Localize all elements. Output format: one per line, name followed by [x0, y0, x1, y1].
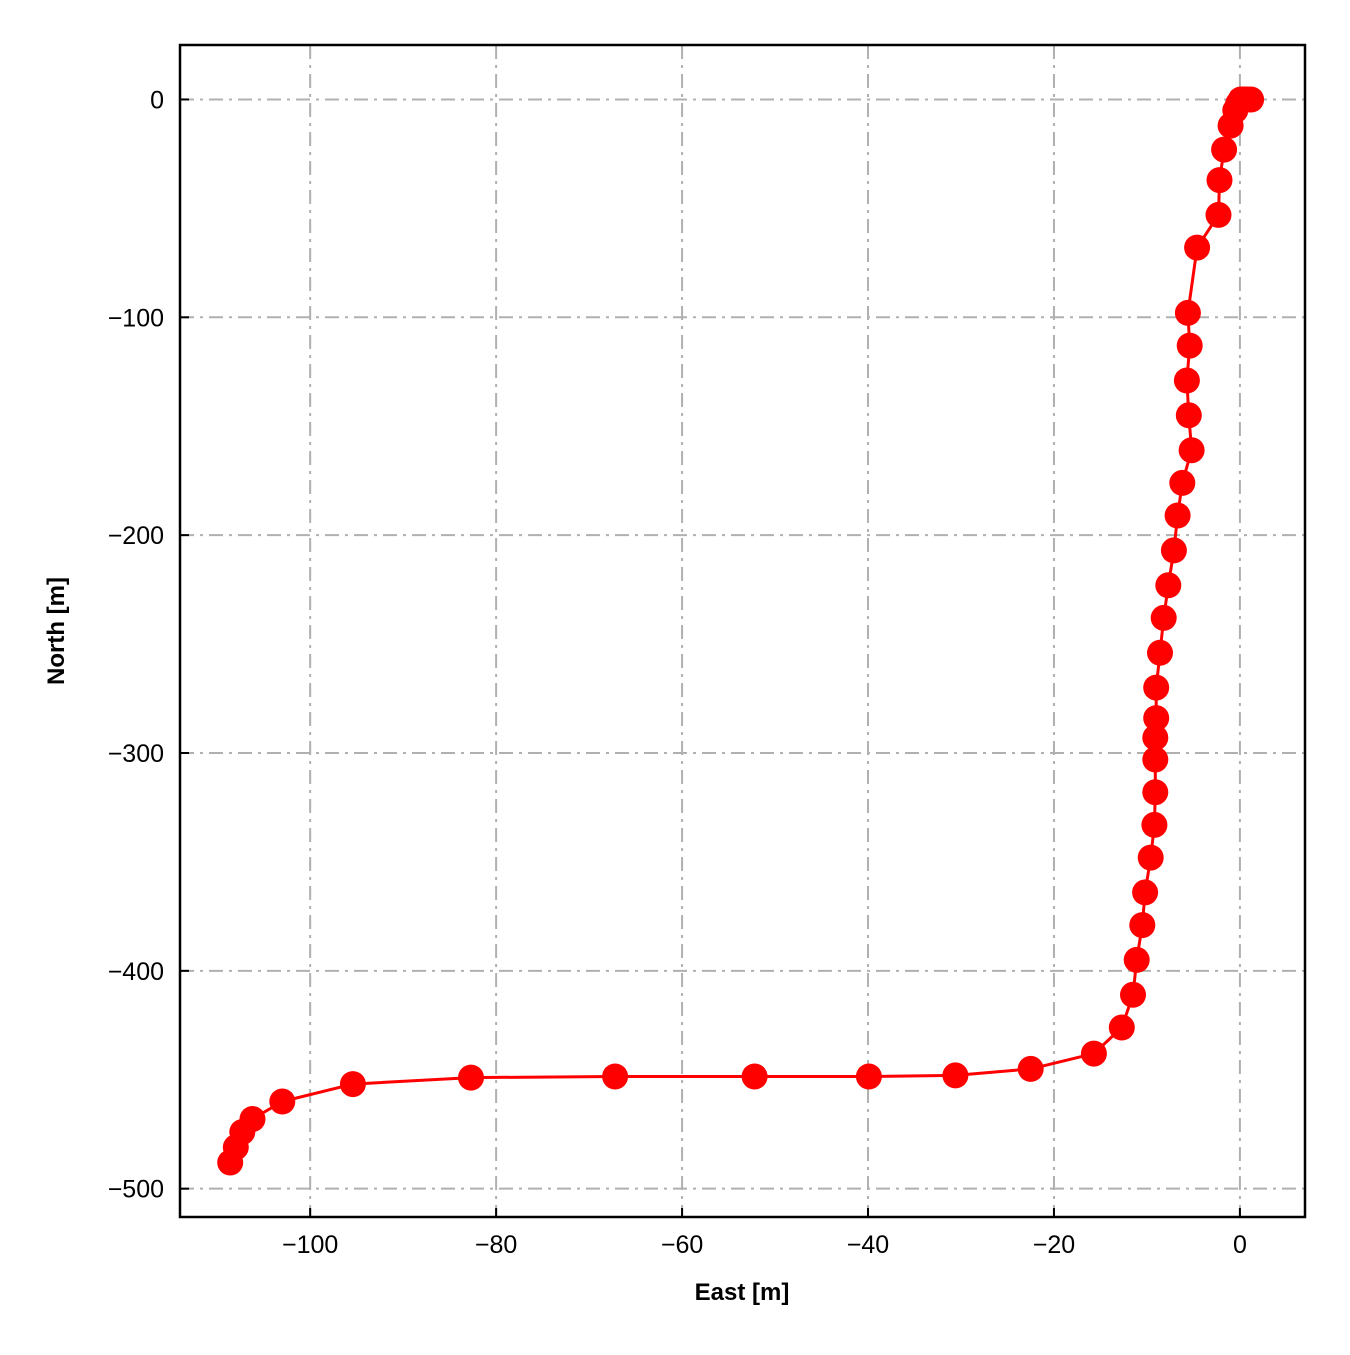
y-tick-label: −100: [108, 304, 164, 332]
trajectory-point: [217, 1149, 244, 1176]
trajectory-point: [1147, 639, 1173, 666]
trajectory-point: [458, 1064, 484, 1091]
trajectory-point: [1178, 437, 1205, 464]
trajectory-point: [269, 1088, 296, 1115]
y-tick-label: −300: [108, 740, 164, 768]
trajectory-point: [1141, 811, 1168, 838]
trajectory-point: [1132, 879, 1159, 906]
x-tick-label: 0: [1233, 1231, 1247, 1259]
trajectory-point: [1184, 234, 1211, 261]
trajectory-point: [1217, 112, 1244, 139]
axis-ticks: −100 −80 −60 −40 −20 00−100−200−300−400−500: [108, 86, 1247, 1259]
trajectory-point: [1143, 674, 1170, 701]
x-tick-label: −80: [475, 1231, 517, 1259]
trajectory-point: [1137, 844, 1164, 871]
trajectory-point: [1129, 912, 1156, 939]
trajectory-point: [1164, 502, 1191, 529]
trajectory-point: [1205, 201, 1232, 228]
trajectory-point: [1176, 332, 1203, 359]
trajectory-point: [855, 1063, 882, 1090]
trajectory-point: [741, 1063, 768, 1090]
trajectory-point: [1160, 537, 1187, 564]
series: [217, 86, 1265, 1176]
trajectory-point: [1173, 367, 1200, 394]
x-axis-title: East [m]: [695, 1279, 790, 1306]
trajectory-point: [1174, 299, 1201, 326]
trajectory-point: [1155, 572, 1182, 599]
y-tick-label: 0: [150, 86, 164, 114]
y-tick-label: −200: [108, 522, 164, 550]
trajectory-point: [1108, 1014, 1135, 1041]
grid: [180, 45, 1305, 1217]
trajectory-point: [1017, 1055, 1044, 1082]
trajectory-point: [1143, 705, 1170, 732]
x-tick-label: −60: [661, 1231, 703, 1259]
trajectory-point: [1120, 981, 1146, 1008]
y-tick-label: −500: [108, 1176, 164, 1204]
trajectory-point: [942, 1062, 969, 1089]
trajectory-point: [1211, 136, 1238, 163]
x-tick-label: −20: [1033, 1231, 1075, 1259]
x-tick-label: −100: [282, 1231, 338, 1259]
trajectory-point: [1142, 779, 1169, 806]
trajectory-line: [228, 98, 1252, 1164]
trajectory-point: [1142, 724, 1169, 751]
trajectory-point: [1150, 604, 1177, 631]
plot-frame: [178, 43, 1307, 1219]
trajectory-point: [1175, 402, 1202, 429]
y-axis-title: North [m]: [43, 577, 70, 685]
x-tick-label: −40: [847, 1231, 889, 1259]
trajectory-point: [1142, 746, 1169, 773]
trajectory-point: [602, 1063, 629, 1090]
trajectory-point: [1169, 469, 1196, 496]
trajectory-point: [339, 1071, 366, 1098]
trajectory-point: [1080, 1040, 1107, 1067]
y-tick-label: −400: [108, 958, 164, 986]
trajectory-point: [1123, 946, 1150, 973]
trajectory-point: [1206, 167, 1233, 194]
